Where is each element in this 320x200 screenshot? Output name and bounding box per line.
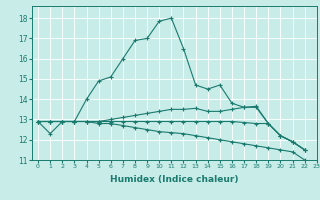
X-axis label: Humidex (Indice chaleur): Humidex (Indice chaleur): [110, 175, 239, 184]
